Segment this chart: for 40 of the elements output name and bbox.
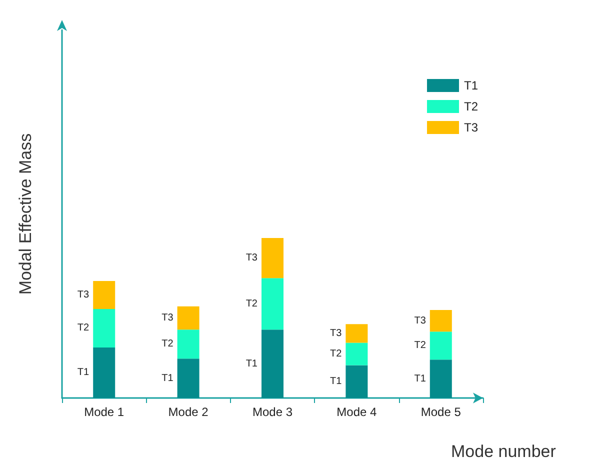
text: T3 bbox=[77, 290, 90, 301]
y-axis-title: Modal Effective Mass bbox=[16, 133, 35, 295]
x-tick-label: Mode 3 bbox=[252, 405, 293, 419]
text: T1 bbox=[414, 373, 426, 384]
text: T2 bbox=[162, 338, 174, 350]
bar bbox=[346, 365, 368, 398]
legend-label: T2 bbox=[464, 100, 478, 114]
text: T3 bbox=[246, 252, 258, 264]
bar bbox=[430, 332, 452, 360]
bar bbox=[262, 278, 284, 330]
x-tick-label: Mode 2 bbox=[168, 405, 209, 419]
bar bbox=[177, 330, 200, 359]
x-tick-label: Mode 4 bbox=[336, 405, 378, 419]
bar bbox=[93, 347, 116, 398]
text: T1 bbox=[77, 367, 90, 378]
x-axis-title: Mode number bbox=[451, 442, 556, 460]
bar bbox=[262, 238, 284, 278]
text: T1 bbox=[246, 358, 258, 370]
text: T3 bbox=[162, 312, 174, 324]
text: T2 bbox=[77, 322, 90, 334]
bar bbox=[177, 306, 200, 330]
text: T2 bbox=[330, 348, 342, 360]
bar bbox=[346, 324, 368, 343]
bar bbox=[430, 360, 452, 398]
text: T1 bbox=[162, 372, 174, 384]
bar bbox=[430, 310, 452, 332]
bar bbox=[262, 330, 284, 398]
bar bbox=[177, 358, 200, 398]
legend-label: T3 bbox=[464, 120, 478, 134]
text: T2 bbox=[246, 298, 258, 310]
x-tick-label: Mode 5 bbox=[420, 405, 462, 419]
text: T3 bbox=[330, 328, 342, 339]
x-tick-label: Mode 1 bbox=[84, 405, 124, 419]
bar bbox=[346, 342, 368, 366]
legend-label: T1 bbox=[464, 78, 478, 92]
bar bbox=[93, 281, 116, 310]
bar bbox=[93, 309, 116, 348]
text: T1 bbox=[330, 376, 342, 388]
text: T2 bbox=[414, 340, 426, 352]
text: T3 bbox=[414, 315, 426, 326]
